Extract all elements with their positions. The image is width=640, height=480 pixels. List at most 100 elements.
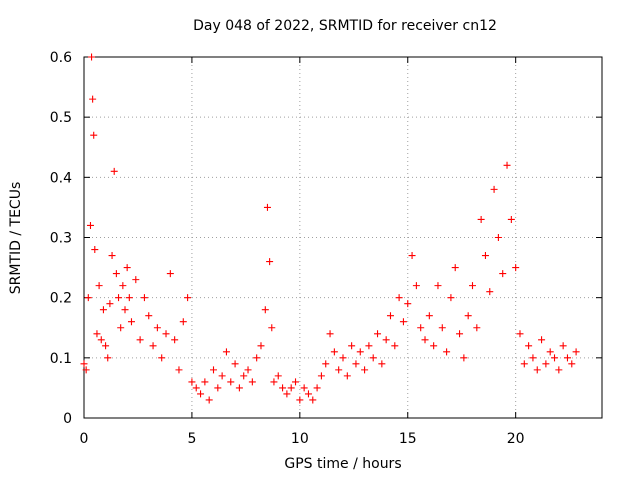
data-point bbox=[313, 384, 321, 392]
data-point bbox=[386, 312, 394, 320]
data-point bbox=[464, 312, 472, 320]
data-point bbox=[235, 384, 243, 392]
data-point bbox=[90, 131, 98, 139]
data-point bbox=[572, 348, 580, 356]
data-point bbox=[136, 336, 144, 344]
data-point bbox=[210, 366, 217, 374]
data-point bbox=[494, 234, 502, 241]
data-point bbox=[274, 372, 282, 380]
data-point bbox=[80, 360, 88, 368]
data-point bbox=[481, 252, 489, 260]
data-point bbox=[529, 354, 537, 362]
data-point bbox=[456, 330, 464, 338]
data-point bbox=[125, 294, 133, 302]
data-point bbox=[512, 264, 520, 272]
data-point bbox=[119, 282, 127, 290]
data-point bbox=[127, 318, 135, 326]
x-tick-label: 20 bbox=[507, 431, 525, 447]
data-point bbox=[443, 348, 451, 356]
x-tick-label: 0 bbox=[80, 431, 89, 447]
data-point bbox=[352, 360, 360, 368]
data-point bbox=[84, 294, 92, 302]
data-point bbox=[304, 390, 312, 398]
data-point bbox=[477, 215, 485, 223]
x-axis-label: GPS time / hours bbox=[284, 456, 402, 472]
data-point bbox=[104, 354, 112, 362]
data-point bbox=[542, 360, 550, 368]
chart-title: Day 048 of 2022, SRMTID for receiver cn1… bbox=[193, 18, 497, 34]
data-point bbox=[115, 294, 123, 302]
data-point bbox=[335, 366, 343, 374]
data-point bbox=[179, 318, 187, 326]
data-point bbox=[140, 294, 148, 302]
data-point bbox=[399, 318, 407, 326]
data-point bbox=[425, 312, 433, 320]
data-point bbox=[145, 312, 153, 320]
data-point bbox=[469, 282, 476, 290]
y-tick-label: 0.2 bbox=[50, 291, 72, 307]
data-point bbox=[97, 336, 105, 344]
data-point bbox=[248, 378, 256, 386]
data-point bbox=[95, 282, 103, 290]
data-point bbox=[175, 366, 183, 374]
data-point bbox=[330, 348, 338, 356]
data-point bbox=[356, 348, 364, 356]
data-point bbox=[374, 330, 382, 338]
data-point bbox=[253, 354, 261, 362]
data-point bbox=[266, 258, 274, 266]
data-point bbox=[382, 336, 390, 344]
data-point bbox=[257, 342, 265, 350]
data-point bbox=[395, 294, 403, 302]
data-point bbox=[568, 360, 576, 368]
data-point bbox=[490, 185, 498, 193]
grid bbox=[84, 57, 602, 418]
y-tick-label: 0 bbox=[63, 411, 72, 427]
data-point bbox=[184, 294, 192, 302]
data-point bbox=[408, 252, 416, 260]
data-point bbox=[296, 396, 304, 404]
data-point bbox=[261, 306, 269, 314]
data-point bbox=[117, 324, 125, 332]
data-point bbox=[322, 360, 330, 368]
data-point bbox=[473, 324, 481, 332]
data-point bbox=[218, 372, 226, 380]
data-point bbox=[132, 276, 140, 284]
data-point bbox=[153, 324, 161, 332]
data-point bbox=[270, 378, 278, 386]
data-point bbox=[222, 348, 230, 356]
data-point bbox=[240, 372, 248, 380]
data-point bbox=[326, 330, 334, 338]
y-tick-label: 0.4 bbox=[50, 170, 72, 186]
data-point bbox=[192, 384, 200, 392]
data-point bbox=[507, 215, 515, 223]
data-point bbox=[317, 372, 325, 380]
data-point bbox=[121, 306, 129, 314]
data-point bbox=[110, 167, 118, 175]
data-point bbox=[86, 221, 94, 229]
data-point bbox=[93, 330, 101, 338]
data-point bbox=[563, 354, 571, 362]
data-point bbox=[412, 282, 420, 290]
data-point bbox=[343, 372, 351, 380]
data-point bbox=[520, 360, 528, 368]
data-point bbox=[287, 384, 295, 392]
data-point bbox=[102, 342, 110, 350]
data-point bbox=[460, 354, 468, 362]
y-tick-label: 0.3 bbox=[50, 231, 72, 247]
data-point bbox=[300, 384, 308, 392]
data-point bbox=[447, 294, 455, 302]
data-point bbox=[214, 384, 222, 392]
data-point bbox=[499, 270, 507, 278]
data-point bbox=[279, 384, 287, 392]
data-point bbox=[378, 360, 386, 368]
data-point bbox=[369, 354, 377, 362]
data-point bbox=[421, 336, 429, 344]
data-point bbox=[91, 246, 99, 254]
data-point bbox=[227, 378, 235, 386]
data-point bbox=[348, 342, 356, 350]
x-tick-label: 15 bbox=[399, 431, 417, 447]
data-point bbox=[503, 161, 511, 169]
data-point bbox=[451, 264, 459, 272]
data-point bbox=[88, 53, 96, 61]
